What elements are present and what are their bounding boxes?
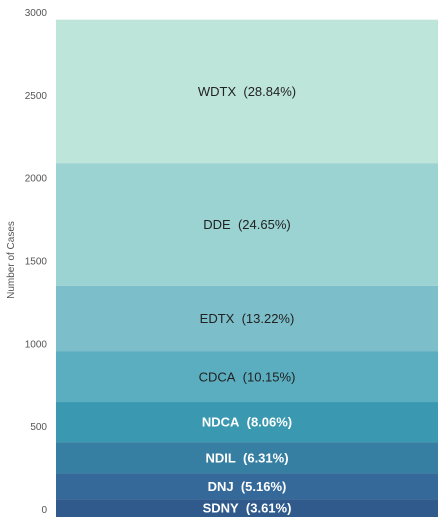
bar-segment <box>56 442 438 474</box>
segment-label: NDIL (6.31%) <box>205 450 288 465</box>
segment-label: WDTX (28.84%) <box>198 84 296 99</box>
bar-segments <box>56 19 438 517</box>
y-axis-label: Number of Cases <box>6 221 17 299</box>
y-axis-ticks: 0 500 1000 1500 2000 2500 3000 <box>25 8 48 516</box>
segment-labels: SDNY (3.61%) DNJ (5.16%) NDIL (6.31%) NDCA … <box>198 84 296 516</box>
bar-segment <box>56 285 438 352</box>
segment-label: DDE (24.65%) <box>203 217 290 232</box>
bar-segment <box>56 163 438 286</box>
y-tick-label: 3000 <box>25 8 48 19</box>
bar-segment <box>56 473 438 500</box>
bar-segment <box>56 19 438 164</box>
segment-label: NDCA (8.06%) <box>202 415 292 430</box>
segment-label: SDNY (3.61%) <box>203 501 292 516</box>
y-tick-label: 500 <box>30 422 47 433</box>
segment-label: EDTX (13.22%) <box>200 311 295 326</box>
bar-segment <box>56 351 438 403</box>
y-tick-label: 0 <box>41 505 47 516</box>
y-tick-label: 2000 <box>25 174 48 185</box>
y-tick-label: 1000 <box>25 339 48 350</box>
bar-segment <box>56 402 438 443</box>
y-tick-label: 1500 <box>25 257 48 268</box>
segment-label: CDCA (10.15%) <box>199 369 296 384</box>
y-tick-label: 2500 <box>25 91 48 102</box>
bar-segment <box>56 499 438 517</box>
segment-label: DNJ (5.16%) <box>208 479 287 494</box>
